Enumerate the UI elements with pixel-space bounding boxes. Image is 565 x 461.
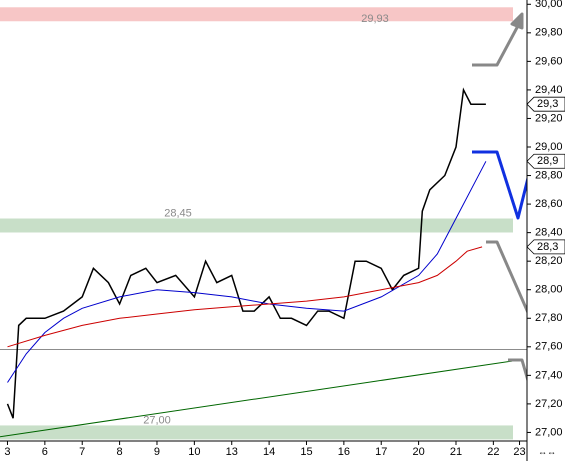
x-tick-label: 21 <box>450 446 462 458</box>
arrow-head <box>510 12 524 30</box>
y-tick-label: 29,20 <box>535 112 563 124</box>
y-tick-label: 27,80 <box>535 312 563 324</box>
y-tick-label: 29,60 <box>535 55 563 67</box>
x-tick-label: 10 <box>188 446 200 458</box>
x-tick-label: 16 <box>338 446 350 458</box>
price-marker-label: 28,9 <box>537 155 558 167</box>
y-tick-label: 29,00 <box>535 141 563 153</box>
y-tick-label: 28,40 <box>535 227 563 239</box>
x-tick-label: 9 <box>154 446 160 458</box>
level-zone <box>0 425 513 440</box>
x-tick-label: 20 <box>412 446 424 458</box>
price-line <box>7 246 483 348</box>
y-tick-label: 28,60 <box>535 198 563 210</box>
y-axis-panel <box>527 0 565 461</box>
x-tick-label: 15 <box>300 446 312 458</box>
price-marker-label: 29,3 <box>537 98 558 110</box>
level-zone <box>0 218 513 233</box>
y-tick-label: 29,40 <box>535 84 563 96</box>
y-tick-label: 27,00 <box>535 426 563 438</box>
y-tick-label: 28,80 <box>535 169 563 181</box>
arrow <box>486 240 542 341</box>
x-tick-label: 23 <box>513 446 525 458</box>
y-tick-label: 30,00 <box>535 0 563 10</box>
x-tick-label: 14 <box>263 446 275 458</box>
price-marker <box>526 96 565 112</box>
x-tick-label: 22 <box>487 446 499 458</box>
x-tick-label: 7 <box>79 446 85 458</box>
price-marker-label: 28,3 <box>537 241 558 253</box>
x-tick-label: 17 <box>375 446 387 458</box>
scroll-icon: ↔↔ <box>538 446 556 456</box>
level-label: 29,93 <box>361 13 389 25</box>
y-tick-label: 27,60 <box>535 341 563 353</box>
level-label: 27,00 <box>143 414 171 426</box>
level-label: 28,45 <box>164 207 192 219</box>
price-marker <box>526 239 565 255</box>
x-tick-label: 13 <box>226 446 238 458</box>
x-tick-label: 6 <box>42 446 48 458</box>
y-tick-label: 27,20 <box>535 398 563 410</box>
arrow <box>472 21 522 67</box>
x-tick-label: 3 <box>4 446 10 458</box>
price-line <box>7 161 487 383</box>
y-tick-label: 28,00 <box>535 284 563 296</box>
trendline <box>0 360 513 438</box>
price-marker <box>526 153 565 169</box>
x-tick-label: 8 <box>117 446 123 458</box>
level-zone <box>0 7 513 22</box>
x-axis-panel <box>0 441 565 461</box>
y-tick-label: 29,80 <box>535 27 563 39</box>
y-tick-label: 28,20 <box>535 255 563 267</box>
y-tick-label: 27,40 <box>535 369 563 381</box>
price-line <box>6 87 486 419</box>
